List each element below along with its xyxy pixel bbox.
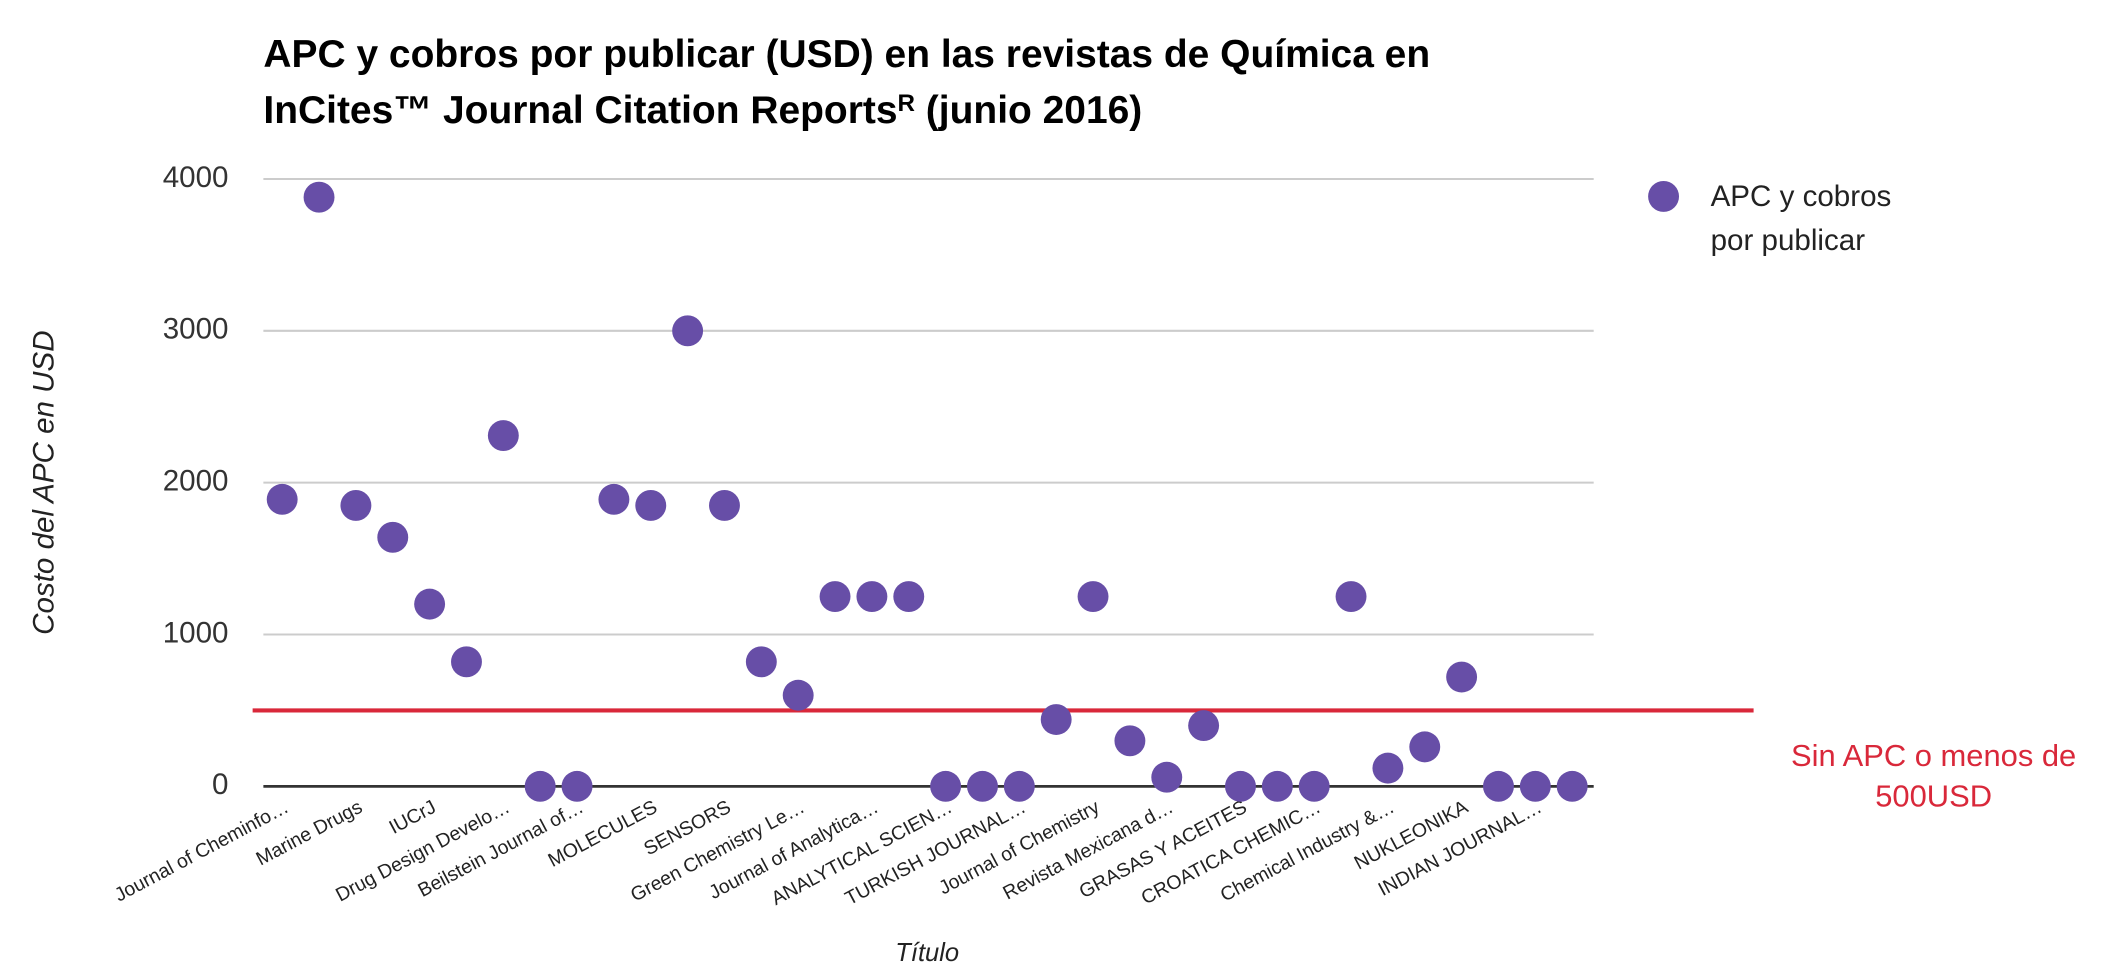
title-superscript: R: [898, 90, 915, 117]
legend-label: APC y cobros por publicar: [1710, 178, 1892, 257]
data-point: [819, 581, 851, 612]
x-tick-label: IUCrJ: [385, 796, 439, 839]
data-point: [524, 770, 556, 802]
y-tick-label: 3000: [163, 313, 229, 346]
data-point: [377, 521, 409, 553]
title-part: (junio 2016): [915, 89, 1142, 132]
y-tick-label: 1000: [163, 616, 229, 649]
data-point: [745, 646, 777, 678]
data-point: [893, 581, 925, 612]
data-point: [1040, 704, 1072, 735]
data-point: [598, 483, 630, 515]
data-point: [635, 489, 667, 521]
data-point: [930, 770, 962, 802]
title-part: InCites™ Journal Citation Reports: [263, 89, 897, 132]
data-point: [1519, 770, 1551, 802]
data-point: [1446, 661, 1478, 693]
data-point: [1556, 770, 1588, 802]
data-point: [1188, 710, 1220, 742]
data-point: [709, 489, 740, 521]
data-point: [672, 315, 704, 347]
data-point: [561, 770, 593, 802]
data-point: [856, 581, 888, 612]
data-point: [1483, 770, 1514, 802]
threshold-label-box: Sin APC o menos de 500USD: [1791, 737, 2077, 814]
data-point: [782, 679, 814, 711]
data-point: [1114, 725, 1146, 757]
chart-title: APC y cobros por publicar (USD) en las r…: [263, 33, 1430, 76]
data-point: [1225, 770, 1256, 802]
data-point: [414, 588, 446, 620]
legend-label-box: APC y cobros por publicar: [1710, 178, 1892, 257]
data-point: [1409, 731, 1441, 763]
data-point: [266, 483, 298, 515]
data-point: [1298, 770, 1330, 802]
data-point: [1151, 761, 1183, 793]
data-point: [451, 646, 482, 678]
data-point: [487, 420, 519, 452]
data-point: [1261, 770, 1293, 802]
data-point: [1372, 752, 1404, 784]
y-tick-label: 0: [212, 768, 228, 801]
data-point: [1335, 581, 1367, 612]
y-tick-label: 4000: [163, 161, 229, 194]
data-point: [303, 181, 335, 213]
data-point: [967, 770, 998, 802]
threshold-label: Sin APC o menos de 500USD: [1791, 737, 2077, 814]
data-point: [340, 489, 372, 521]
y-tick-label: 2000: [163, 464, 229, 497]
legend-marker: [1648, 180, 1680, 212]
y-axis-label: Costo del APC en USD: [28, 330, 61, 634]
data-point: [1077, 581, 1109, 612]
data-point: [1003, 770, 1035, 802]
x-axis-label: Título: [895, 939, 959, 967]
chart-title: InCites™ Journal Citation ReportsR (juni…: [263, 89, 1142, 132]
